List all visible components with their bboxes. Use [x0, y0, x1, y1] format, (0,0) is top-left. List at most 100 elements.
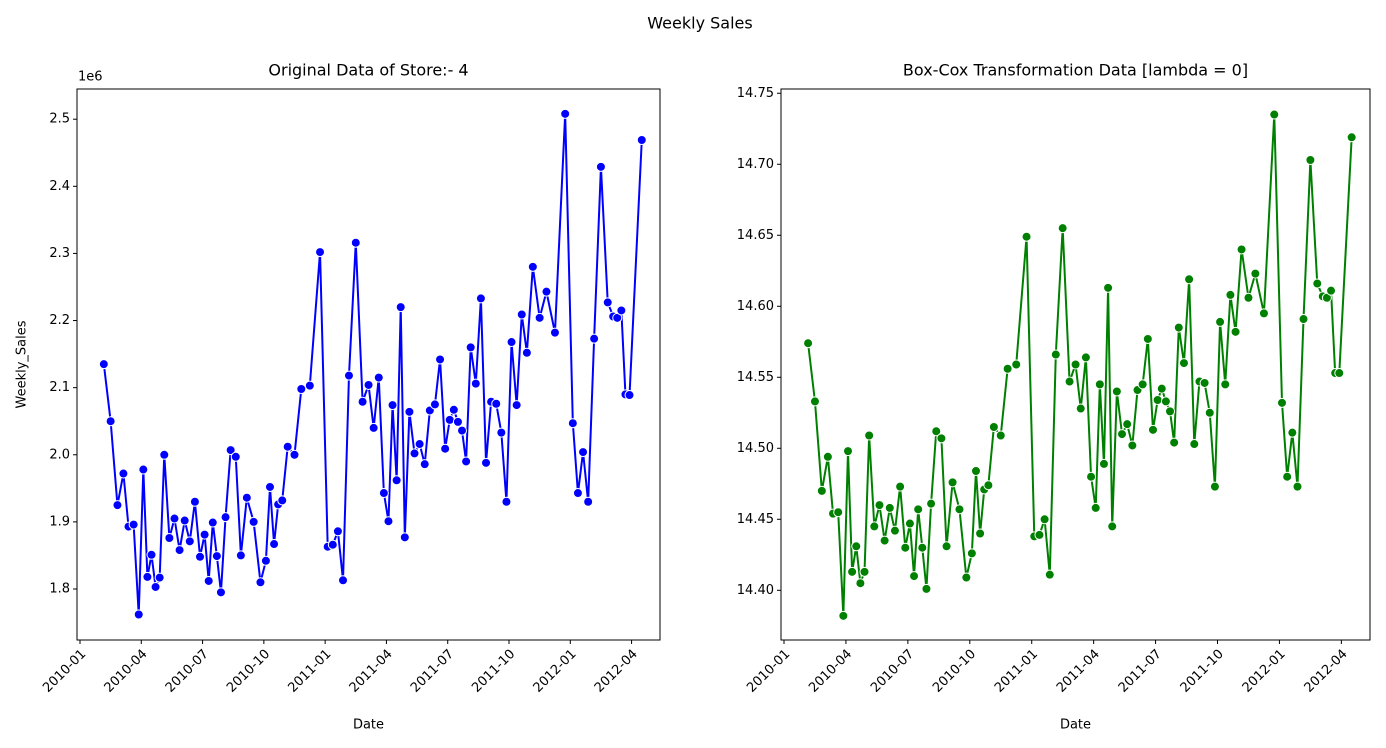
y-tick-label: 2.4: [49, 179, 70, 194]
data-point: [909, 571, 920, 582]
x-tick-label: 2010-10: [930, 647, 979, 696]
x-tick-label: 2010-04: [102, 647, 151, 696]
data-point: [203, 575, 214, 586]
data-point: [966, 548, 977, 559]
data-point: [1122, 419, 1133, 430]
data-point: [414, 439, 425, 450]
y-tick-label: 14.40: [737, 583, 774, 598]
x-tick-label: 2012-04: [1302, 647, 1351, 696]
x-axis-label: Date: [1060, 718, 1091, 733]
data-point: [429, 399, 440, 410]
y-tick-label: 14.60: [737, 299, 774, 314]
data-point: [1111, 386, 1122, 397]
x-tick-label: 2011-01: [285, 647, 334, 696]
data-point: [521, 347, 532, 358]
data-point: [159, 449, 170, 460]
data-point: [419, 459, 430, 470]
data-point: [338, 575, 349, 586]
data-point: [961, 572, 972, 583]
y-tick-label: 2.3: [49, 246, 70, 261]
x-tick-label: 2010-01: [40, 647, 89, 696]
plot-frame: [780, 88, 1371, 641]
data-point: [833, 507, 844, 518]
data-point: [304, 380, 315, 391]
x-tick-label: 2011-07: [408, 647, 457, 696]
data-point: [988, 421, 999, 432]
data-point: [859, 566, 870, 577]
data-point: [511, 400, 522, 411]
plot-frame: [76, 88, 661, 641]
data-point: [1209, 481, 1220, 492]
data-point: [616, 305, 627, 316]
y-tick-label: 2.1: [49, 380, 70, 395]
y-tick-label: 2.2: [49, 313, 70, 328]
data-point: [264, 481, 275, 492]
data-point: [327, 539, 338, 550]
data-point: [1103, 282, 1114, 293]
y-tick-label: 14.75: [737, 86, 774, 101]
data-point: [470, 378, 481, 389]
data-point: [501, 496, 512, 507]
data-point: [395, 302, 406, 313]
x-tick-label: 2011-10: [1178, 647, 1227, 696]
data-point: [1039, 514, 1050, 525]
data-point: [851, 541, 862, 552]
data-point: [357, 396, 368, 407]
data-point: [534, 312, 545, 323]
data-point: [118, 468, 129, 479]
y-tick-label: 14.55: [737, 370, 774, 385]
data-point: [435, 354, 446, 365]
data-point: [1326, 285, 1337, 296]
data-point: [138, 464, 149, 475]
data-point: [900, 542, 911, 553]
data-point: [1184, 274, 1195, 285]
data-point: [169, 513, 180, 524]
data-point: [465, 342, 476, 353]
data-point: [904, 518, 915, 529]
x-tick-label: 2011-07: [1116, 647, 1165, 696]
data-point: [1050, 349, 1061, 360]
data-point: [496, 427, 507, 438]
data-point: [1044, 569, 1055, 580]
data-point: [282, 441, 293, 452]
data-point: [179, 515, 190, 526]
data-point: [1080, 352, 1091, 363]
data-point: [947, 477, 958, 488]
data-point: [1236, 244, 1247, 255]
data-point: [572, 488, 583, 499]
data-point: [363, 379, 374, 390]
data-point: [578, 447, 589, 458]
data-point: [1220, 379, 1231, 390]
data-point: [1178, 358, 1189, 369]
data-point: [1011, 359, 1022, 370]
data-point: [516, 309, 527, 320]
data-point: [954, 504, 965, 515]
data-point: [595, 161, 606, 172]
data-point: [332, 526, 343, 537]
data-point: [921, 583, 932, 594]
data-point: [926, 498, 937, 509]
data-point: [248, 516, 259, 527]
data-point: [260, 555, 271, 566]
data-point: [350, 237, 361, 248]
data-point: [368, 422, 379, 433]
x-tick-label: 2010-04: [806, 647, 855, 696]
y-tick-label: 2.0: [49, 447, 70, 462]
data-point: [1334, 368, 1345, 379]
data-point: [884, 502, 895, 513]
data-point: [220, 512, 231, 523]
data-point: [803, 338, 814, 349]
data-point: [409, 448, 420, 459]
data-point: [941, 541, 952, 552]
data-point: [842, 446, 853, 457]
data-point: [440, 443, 451, 454]
data-point: [1204, 407, 1215, 418]
data-point: [816, 485, 827, 496]
x-tick-label: 2010-07: [163, 647, 212, 696]
data-point: [133, 609, 144, 620]
data-point: [589, 333, 600, 344]
data-point: [207, 517, 218, 528]
data-point: [475, 293, 486, 304]
data-point: [612, 312, 623, 323]
data-point: [241, 492, 252, 503]
